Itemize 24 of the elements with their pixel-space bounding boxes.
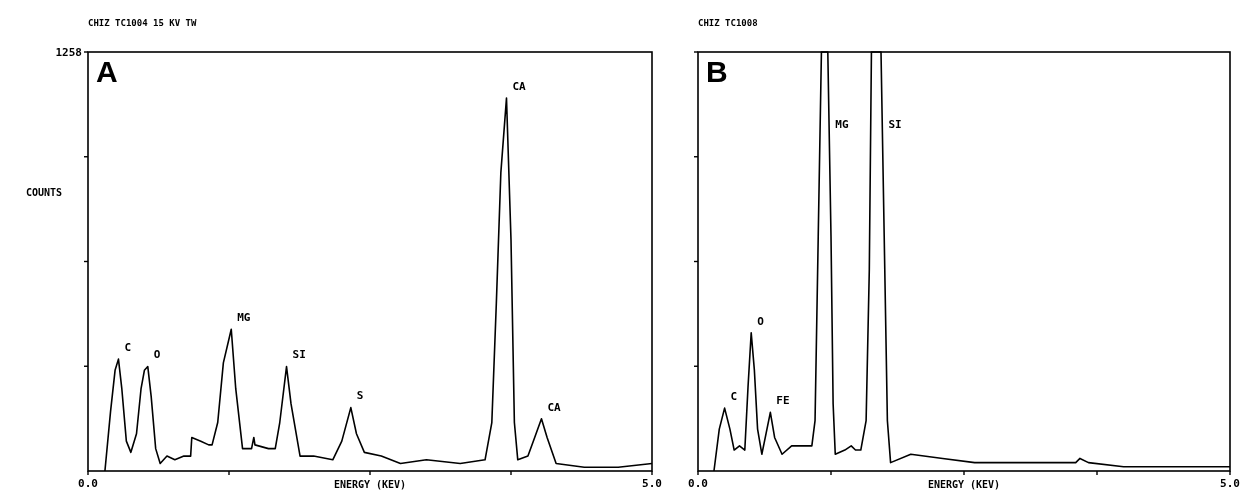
text: A <box>96 55 118 88</box>
annotation: CA <box>512 79 527 93</box>
annotation: CA <box>547 400 562 414</box>
annotation: SI <box>292 348 306 362</box>
y-axis-title: COUNTS <box>26 186 63 198</box>
chart-title: CHIZ TC1008 <box>698 18 758 28</box>
annotation: MG <box>237 311 251 325</box>
x-axis-title: ENERGY (KEV) <box>333 479 407 490</box>
x-tick-label: 0.0 <box>78 477 98 490</box>
annotation: FE <box>776 394 790 408</box>
x-tick-label: 5.0 <box>642 477 662 490</box>
annotation: MG <box>835 117 849 131</box>
text: 1258 <box>55 45 82 59</box>
annotation: C <box>124 340 132 354</box>
annotation: B <box>706 55 728 88</box>
annotation: S <box>356 389 364 403</box>
x-axis-title: ENERGY (KEV) <box>927 479 1001 490</box>
annotation: C <box>730 390 738 403</box>
x-tick-label: 0.0 <box>688 477 708 490</box>
x-tick-label: 5.0 <box>1220 477 1240 490</box>
annotation: O <box>153 348 161 362</box>
annotation: SI <box>888 117 902 131</box>
chart-title: CHIZ TC1004 15 KV TW <box>88 18 197 28</box>
annotation: O <box>757 314 765 328</box>
